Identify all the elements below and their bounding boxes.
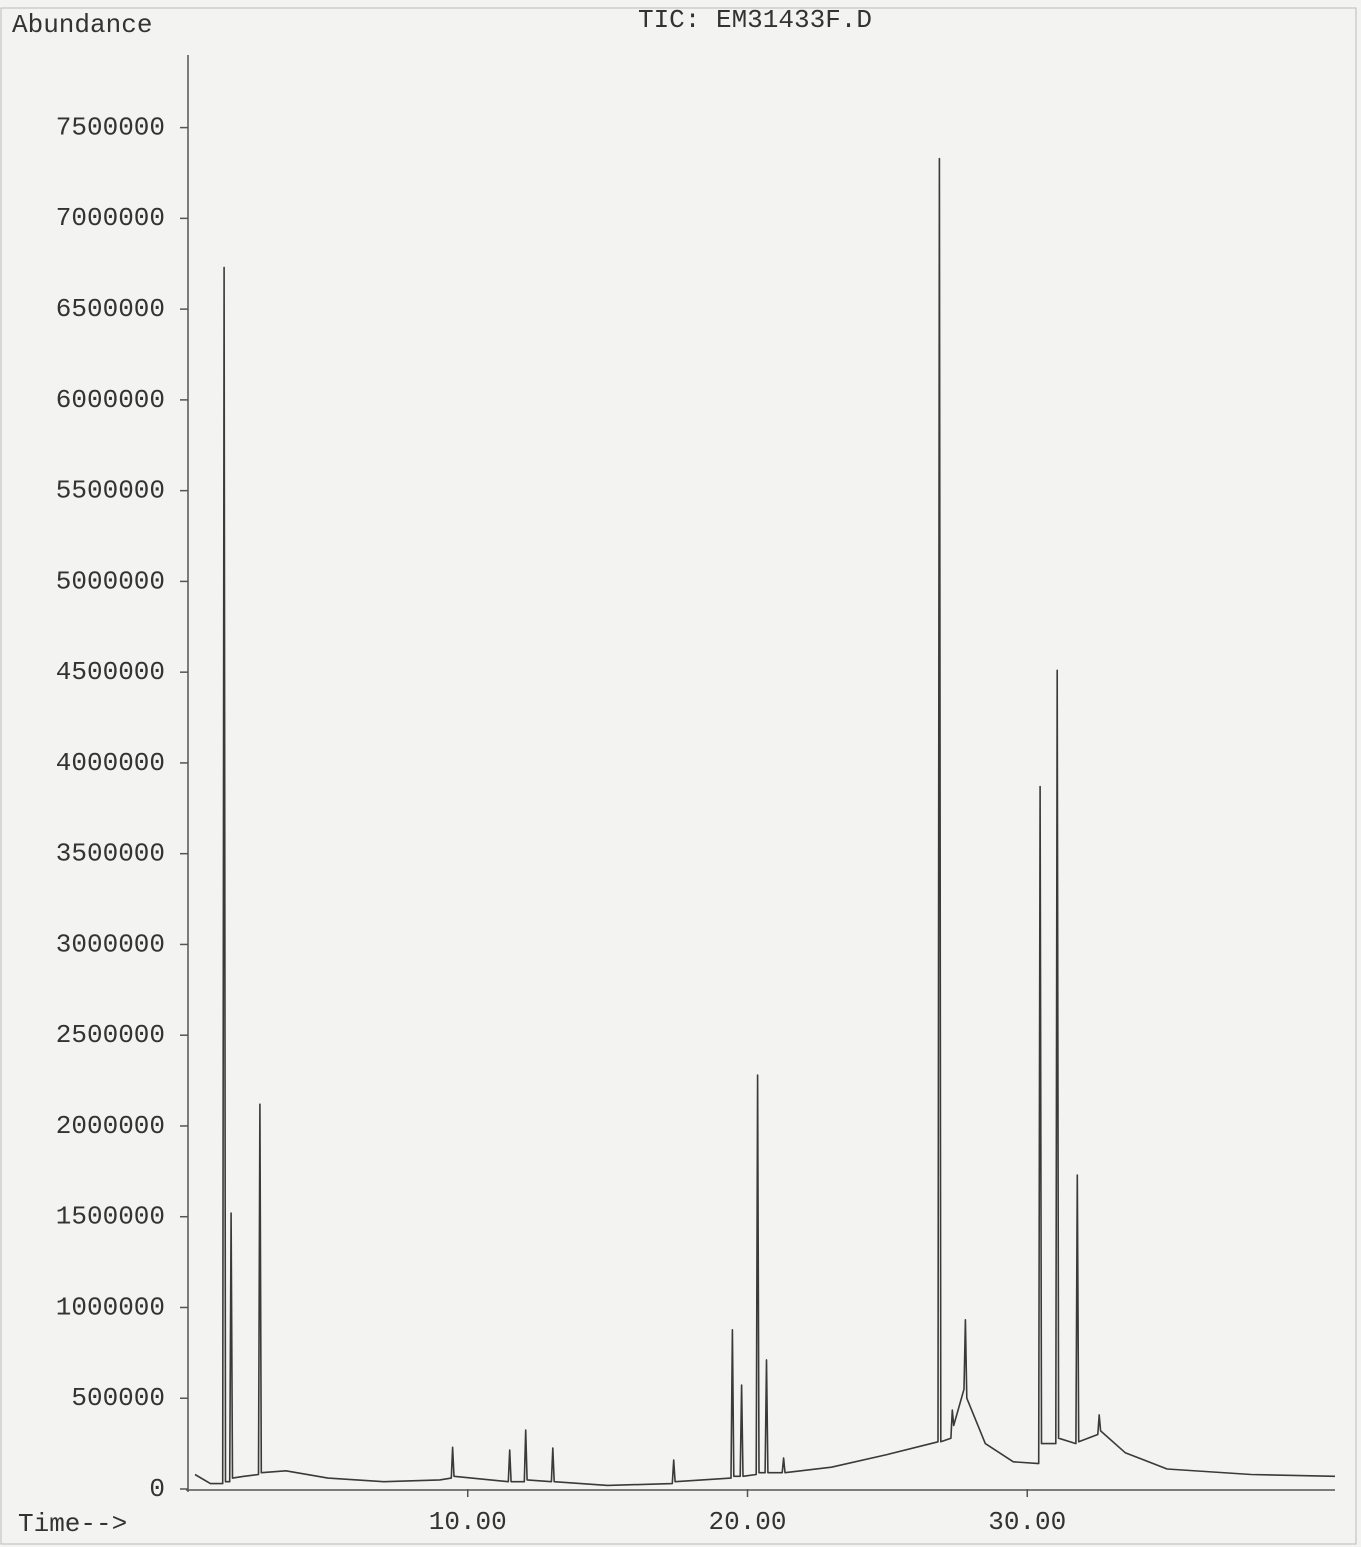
y-tick-label: 2500000 bbox=[56, 1020, 165, 1050]
y-tick-label: 5000000 bbox=[56, 566, 165, 596]
y-axis-label: Abundance bbox=[12, 10, 152, 40]
y-tick-label: 1500000 bbox=[56, 1202, 165, 1232]
y-tick-label: 4000000 bbox=[56, 748, 165, 778]
y-tick-label: 5500000 bbox=[56, 476, 165, 506]
y-tick-label: 500000 bbox=[71, 1383, 165, 1413]
y-tick-label: 6500000 bbox=[56, 294, 165, 324]
trace bbox=[194, 157, 1336, 1487]
y-tick-label: 7000000 bbox=[56, 203, 165, 233]
y-tick-label: 7500000 bbox=[56, 112, 165, 142]
x-tick-label: 10.00 bbox=[429, 1507, 507, 1537]
y-tick-label: 1000000 bbox=[56, 1292, 165, 1322]
x-tick-label: 20.00 bbox=[709, 1507, 787, 1537]
y-tick-label: 3000000 bbox=[56, 929, 165, 959]
chart-title: TIC: EM31433F.D bbox=[638, 5, 872, 35]
frame bbox=[0, 7, 1357, 1545]
y-tick-label: 3500000 bbox=[56, 839, 165, 869]
x-tick-label: 30.00 bbox=[988, 1507, 1066, 1537]
y-tick-label: 2000000 bbox=[56, 1111, 165, 1141]
y-tick-label: 6000000 bbox=[56, 385, 165, 415]
x-axis-label: Time--> bbox=[18, 1509, 127, 1539]
y-tick-label: 4500000 bbox=[56, 657, 165, 687]
y-tick-label: 0 bbox=[149, 1474, 165, 1504]
